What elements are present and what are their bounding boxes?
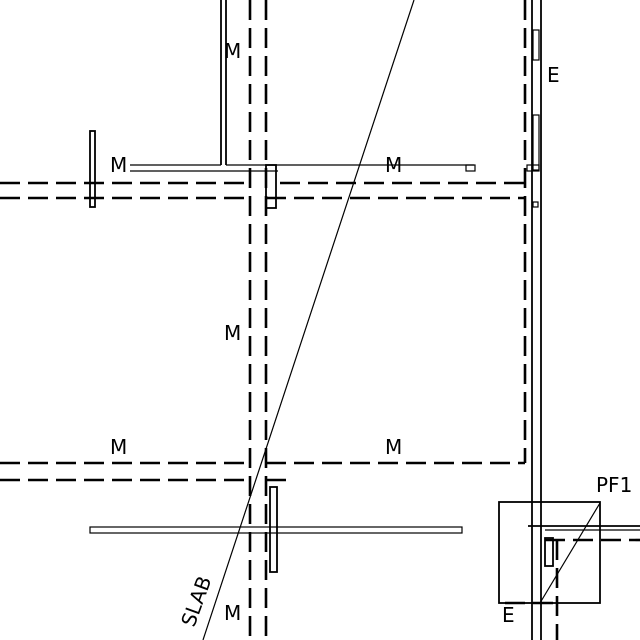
- label-m-lower-right: M: [385, 435, 402, 459]
- label-m-lower-left: M: [110, 435, 127, 459]
- column-marker-center: [265, 164, 277, 209]
- dashed-beams: [0, 0, 527, 640]
- lower-wall: [89, 486, 463, 573]
- label-e-right: E: [547, 63, 560, 87]
- label-m-left: M: [110, 153, 127, 177]
- pad-footing-pf1: [498, 501, 640, 640]
- wall-end-cap-right: [465, 164, 476, 172]
- label-slab: SLAB: [176, 573, 216, 630]
- wall-detail-small: [526, 164, 540, 172]
- slab-edge-line: [202, 0, 415, 640]
- label-pf1: PF1: [596, 473, 632, 497]
- label-m-vertical-top: M: [224, 39, 241, 63]
- pf1-small-detail: [544, 537, 554, 567]
- upper-walls: [89, 0, 476, 209]
- pf1-diagonal: [539, 502, 601, 604]
- wall-detail-mid: [532, 114, 540, 171]
- label-m-top-right: M: [385, 153, 402, 177]
- label-m-bottom: M: [224, 601, 241, 625]
- lower-wall-body: [89, 526, 463, 534]
- label-e-bottom: E: [502, 603, 515, 627]
- column-marker-left: [89, 130, 96, 208]
- wall-detail-dot: [532, 201, 539, 208]
- labels: M M M E M M M PF1 SLAB M E: [110, 39, 632, 630]
- right-wall: [526, 0, 542, 640]
- column-marker-lower: [269, 486, 278, 573]
- label-m-vertical-mid: M: [224, 321, 241, 345]
- wall-detail-top: [532, 29, 540, 61]
